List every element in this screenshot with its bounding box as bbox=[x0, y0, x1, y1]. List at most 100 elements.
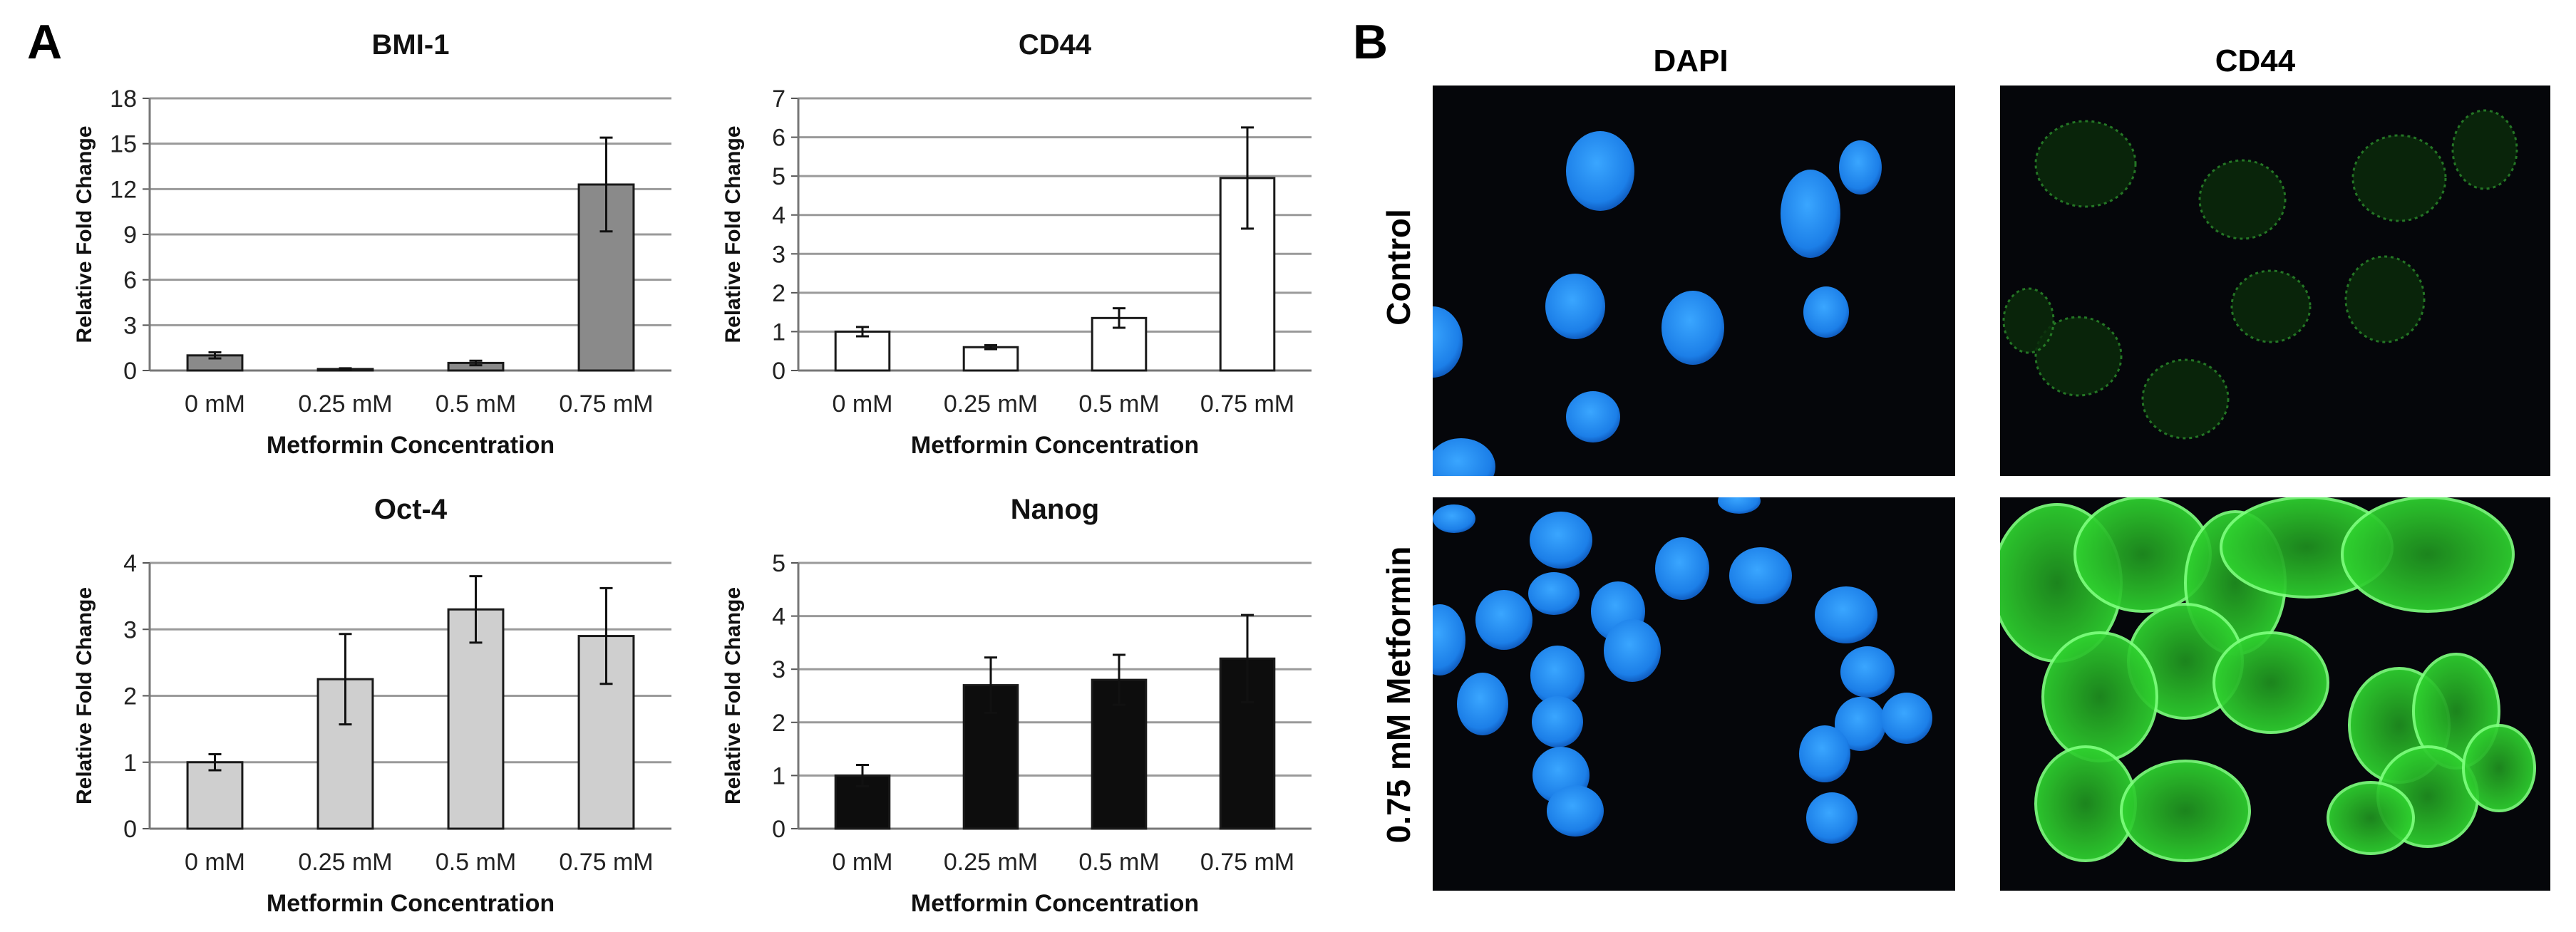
nucleus bbox=[1530, 646, 1585, 705]
x-tick-label: 0.5 mM bbox=[436, 849, 516, 876]
y-tick-label: 3 bbox=[772, 656, 785, 683]
y-tick-label: 0 bbox=[123, 358, 137, 385]
x-tick-label: 0.25 mM bbox=[944, 390, 1038, 418]
x-tick-label: 0.5 mM bbox=[436, 390, 516, 418]
x-tick-label: 0.5 mM bbox=[1078, 849, 1159, 876]
y-tick-label: 1 bbox=[772, 319, 785, 346]
cell-membrane bbox=[2451, 109, 2518, 190]
chart-title: Oct-4 bbox=[374, 494, 448, 525]
x-tick-label: 0.75 mM bbox=[559, 390, 653, 418]
nucleus bbox=[1840, 646, 1895, 698]
x-tick-label: 0 mM bbox=[833, 849, 893, 876]
nucleus bbox=[1803, 286, 1849, 338]
x-tick-label: 0 mM bbox=[185, 390, 245, 418]
y-tick-label: 0 bbox=[772, 358, 785, 385]
nucleus bbox=[1475, 590, 1532, 650]
y-tick-label: 4 bbox=[123, 550, 137, 577]
y-tick-label: 2 bbox=[772, 710, 785, 737]
chart-title: Nanog bbox=[1011, 494, 1099, 525]
nucleus bbox=[1781, 170, 1840, 258]
y-tick-label: 15 bbox=[110, 131, 137, 158]
y-tick-label: 12 bbox=[110, 176, 137, 203]
y-tick-label: 3 bbox=[123, 312, 137, 339]
x-tick-label: 0.75 mM bbox=[1200, 849, 1294, 876]
micrograph-dapi-control bbox=[1433, 86, 1955, 476]
cell-membrane bbox=[2230, 269, 2312, 343]
y-axis-label: Relative Fold Change bbox=[721, 587, 745, 804]
y-tick-label: 3 bbox=[123, 616, 137, 643]
chart-2: 0 1 2 3 4 0 mM 0.25 mM 0.5 mM 0.75 mM Oct-4 Metfor… bbox=[73, 494, 671, 917]
micrograph-cd44-metformin bbox=[2000, 497, 2550, 891]
y-tick-label: 7 bbox=[772, 86, 785, 113]
y-tick-label: 1 bbox=[772, 762, 785, 789]
nucleus bbox=[1457, 673, 1508, 735]
nucleus bbox=[1566, 131, 1634, 211]
nucleus bbox=[1530, 512, 1592, 569]
y-axis-label: Relative Fold Change bbox=[721, 125, 745, 343]
nucleus bbox=[1547, 785, 1604, 837]
nucleus bbox=[1835, 697, 1886, 751]
y-axis-label: Relative Fold Change bbox=[73, 587, 96, 804]
y-tick-label: 18 bbox=[110, 86, 137, 113]
nucleus bbox=[1729, 547, 1792, 604]
x-axis-label: Metformin Concentration bbox=[267, 432, 555, 459]
nucleus bbox=[1806, 792, 1858, 844]
bar bbox=[1219, 657, 1276, 830]
y-tick-label: 1 bbox=[123, 750, 137, 777]
x-tick-label: 0 mM bbox=[833, 390, 893, 418]
x-tick-label: 0.25 mM bbox=[944, 849, 1038, 876]
cd44-stained-cell bbox=[2212, 631, 2329, 734]
y-tick-label: 6 bbox=[772, 125, 785, 152]
y-tick-label: 0 bbox=[123, 816, 137, 843]
cell-membrane bbox=[2351, 134, 2447, 222]
nucleus bbox=[1718, 497, 1761, 514]
cd44-stained-cell bbox=[2120, 760, 2251, 862]
nucleus bbox=[1433, 438, 1495, 476]
x-axis-label: Metformin Concentration bbox=[911, 890, 1199, 917]
cell-membrane bbox=[2034, 120, 2137, 208]
x-tick-label: 0.75 mM bbox=[559, 849, 653, 876]
chart-title: BMI-1 bbox=[372, 29, 450, 61]
y-tick-label: 3 bbox=[772, 241, 785, 268]
chart-0: 0 3 6 9 12 15 18 0 mM 0.25 mM 0.5 mM 0.75 mM BMI-1 M… bbox=[73, 29, 671, 459]
x-tick-label: 0 mM bbox=[185, 849, 245, 876]
x-tick-label: 0.25 mM bbox=[298, 390, 392, 418]
cell-membrane bbox=[2344, 255, 2426, 343]
y-tick-label: 5 bbox=[772, 163, 785, 190]
nucleus bbox=[1655, 537, 1709, 600]
nucleus bbox=[1528, 572, 1580, 615]
y-axis-label: Relative Fold Change bbox=[73, 125, 96, 343]
cd44-stained-cell bbox=[2327, 781, 2415, 855]
nucleus bbox=[1661, 291, 1724, 365]
x-axis-label: Metformin Concentration bbox=[267, 890, 555, 917]
bar bbox=[834, 330, 891, 372]
panel-a-label: A bbox=[27, 15, 62, 69]
chart-3: 0 1 2 3 4 5 0 mM 0.25 mM 0.5 mM 0.75 mM Nanog Metfo… bbox=[721, 494, 1312, 917]
nucleus bbox=[1532, 696, 1583, 747]
nucleus bbox=[1566, 391, 1620, 442]
y-tick-label: 2 bbox=[772, 280, 785, 307]
panel-b-micrographs: DAPI CD44 Control 0.75 mM Metformin bbox=[1380, 43, 2550, 891]
row-label-metformin: 0.75 mM Metformin bbox=[1380, 547, 1417, 844]
chart-1: 0 1 2 3 4 5 6 7 0 mM 0.25 mM 0.5 mM 0.75 mM CD44 Metf… bbox=[721, 29, 1312, 459]
y-tick-label: 9 bbox=[123, 222, 137, 249]
cd44-stained-cell bbox=[2341, 497, 2515, 613]
cd44-stained-cell bbox=[2041, 631, 2158, 762]
cell-membrane bbox=[2198, 159, 2287, 240]
y-tick-label: 4 bbox=[772, 604, 785, 631]
nucleus bbox=[1433, 504, 1475, 533]
chart-title: CD44 bbox=[1019, 29, 1092, 61]
bar bbox=[962, 346, 1019, 372]
micrograph-cd44-control bbox=[2000, 86, 2550, 476]
cell-membrane bbox=[2002, 287, 2055, 354]
nucleus bbox=[1815, 586, 1877, 643]
y-tick-label: 5 bbox=[772, 550, 785, 577]
nucleus bbox=[1545, 274, 1605, 339]
nucleus bbox=[1881, 693, 1932, 744]
bar bbox=[186, 761, 244, 830]
column-header-cd44: CD44 bbox=[2215, 43, 2296, 78]
y-tick-label: 0 bbox=[772, 816, 785, 843]
nucleus bbox=[1604, 619, 1661, 682]
nucleus bbox=[1433, 604, 1465, 675]
